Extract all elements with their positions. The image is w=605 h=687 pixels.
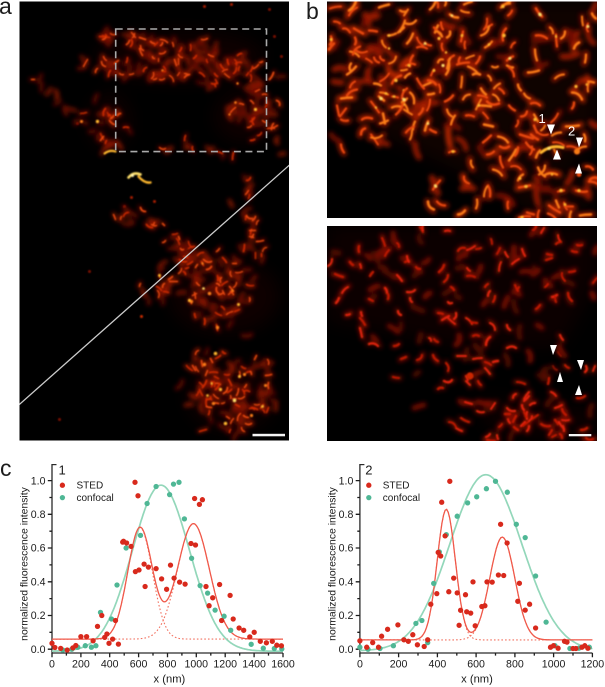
- svg-text:800: 800: [506, 658, 524, 670]
- svg-text:0: 0: [49, 658, 55, 670]
- svg-text:200: 200: [390, 658, 408, 670]
- svg-text:1400: 1400: [242, 658, 266, 670]
- svg-text:1000: 1000: [542, 658, 566, 670]
- svg-text:1600: 1600: [271, 658, 295, 670]
- svg-text:600: 600: [467, 658, 485, 670]
- svg-text:1: 1: [539, 111, 546, 126]
- svg-text:1: 1: [59, 463, 66, 478]
- svg-text:STED: STED: [383, 480, 410, 491]
- svg-text:0: 0: [357, 658, 363, 670]
- svg-text:1000: 1000: [185, 658, 209, 670]
- svg-text:1200: 1200: [213, 658, 237, 670]
- svg-text:x (nm): x (nm): [154, 674, 186, 686]
- svg-text:0.2: 0.2: [339, 610, 354, 622]
- svg-text:200: 200: [72, 658, 90, 670]
- svg-text:x (nm): x (nm): [461, 674, 493, 686]
- svg-text:0.6: 0.6: [339, 543, 354, 555]
- svg-text:1.0: 1.0: [339, 475, 354, 487]
- svg-text:800: 800: [159, 658, 177, 670]
- svg-text:0.4: 0.4: [31, 577, 46, 589]
- svg-text:0.2: 0.2: [31, 610, 46, 622]
- svg-text:400: 400: [101, 658, 119, 670]
- svg-text:normalized fluorescence intens: normalized fluorescence intensity: [20, 486, 31, 640]
- svg-text:confocal: confocal: [77, 493, 114, 504]
- svg-text:0.0: 0.0: [339, 644, 354, 656]
- svg-text:STED: STED: [77, 480, 104, 491]
- svg-text:2: 2: [568, 124, 575, 139]
- svg-text:1.0: 1.0: [31, 475, 46, 487]
- svg-text:400: 400: [429, 658, 447, 670]
- svg-text:600: 600: [130, 658, 148, 670]
- svg-text:0.0: 0.0: [31, 644, 46, 656]
- svg-text:2: 2: [365, 463, 372, 478]
- svg-text:confocal: confocal: [383, 493, 420, 504]
- svg-text:0.6: 0.6: [31, 543, 46, 555]
- svg-text:normalized fluorescence intens: normalized fluorescence intensity: [327, 486, 338, 640]
- svg-text:0.8: 0.8: [339, 509, 354, 521]
- svg-text:0.8: 0.8: [31, 509, 46, 521]
- svg-text:0.4: 0.4: [339, 577, 354, 589]
- svg-text:1200: 1200: [581, 658, 605, 670]
